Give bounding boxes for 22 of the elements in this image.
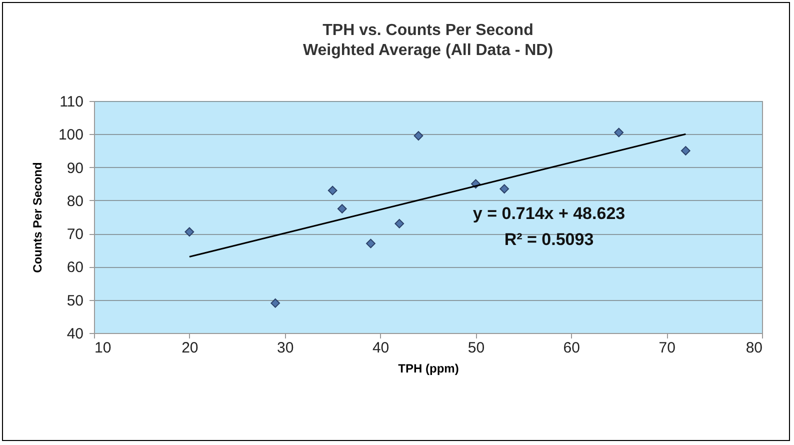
x-tick-label: 10 (94, 340, 112, 356)
y-tick-label: 70 (66, 226, 84, 244)
x-tick-label: 20 (182, 340, 198, 356)
y-tick-label: 90 (66, 160, 84, 177)
x-tick-label: 70 (658, 340, 676, 356)
chart-title: TPH vs. Counts Per Second (322, 22, 534, 39)
x-axis-title: TPH (ppm) (398, 362, 459, 376)
y-tick-label: 50 (66, 292, 84, 310)
annotation: R² = 0.5093 (504, 230, 594, 249)
y-axis-title: Counts Per Second (30, 162, 44, 273)
y-tick-label: 40 (66, 326, 84, 342)
x-tick-label: 80 (746, 340, 762, 356)
x-tick-label: 60 (563, 340, 580, 356)
y-tick-label: 100 (58, 126, 84, 144)
annotation: y = 0.714x + 48.623 (472, 204, 626, 223)
y-tick-label: 110 (60, 94, 84, 110)
x-tick-label: 40 (372, 340, 390, 356)
x-tick-label: 30 (277, 340, 294, 356)
x-tick-label: 50 (468, 340, 485, 356)
y-tick-label: 80 (66, 192, 84, 210)
chart-subtitle: Weighted Average (All Data - ND) (302, 42, 554, 59)
y-tick-label: 60 (66, 259, 84, 276)
